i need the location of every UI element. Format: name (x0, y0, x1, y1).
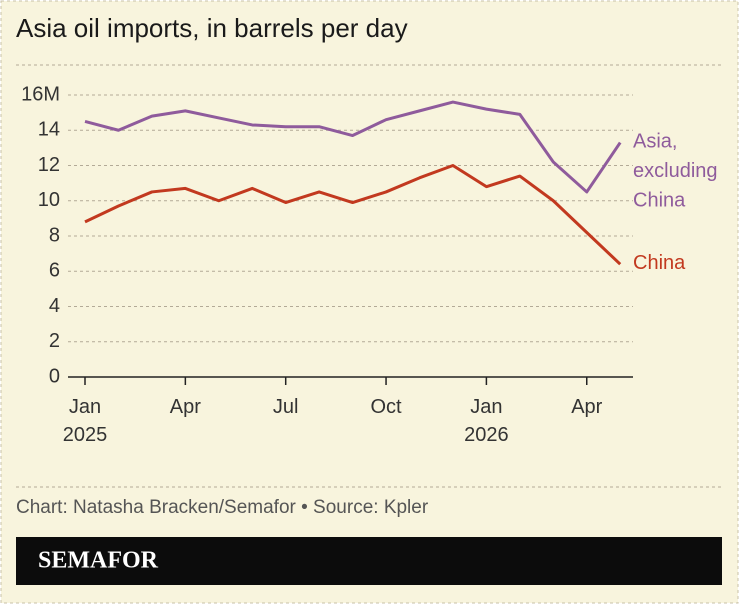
logo: SEMAFOR (38, 548, 159, 574)
series-label: China (633, 252, 686, 274)
logo-bar (16, 537, 722, 585)
series-line (84, 100, 622, 194)
y-tick-label: 10 (38, 189, 60, 211)
plot: 0 2 4 6 8 10 12 14 16M Jan 2025 Apr Jul Oct Jan 2026 Apr… (21, 83, 717, 446)
x-tick-label: Jul (273, 396, 299, 418)
y-tick-label: 4 (49, 295, 60, 317)
x-tick-label: Jan 2025 (63, 396, 108, 446)
x-tick-label: Jan 2026 (464, 396, 509, 446)
y-tick-label: 14 (38, 119, 60, 141)
x-tick-label: Oct (370, 396, 402, 418)
x-tick-label: Apr (571, 396, 602, 418)
x-tick-label: Apr (170, 396, 201, 418)
series-label: Asia, excluding China (633, 131, 718, 212)
y-tick-label: 12 (38, 154, 60, 176)
y-tick-label: 0 (49, 365, 60, 387)
series-line (84, 164, 622, 266)
y-tick-label: 2 (49, 330, 60, 352)
y-tick-label: 6 (49, 260, 60, 282)
y-tick-label: 8 (49, 224, 60, 246)
chart-title: Asia oil imports, in barrels per day (16, 13, 408, 43)
y-tick-label: 16M (21, 83, 60, 105)
credit: Chart: Natasha Bracken/Semafor • Source:… (16, 497, 429, 518)
